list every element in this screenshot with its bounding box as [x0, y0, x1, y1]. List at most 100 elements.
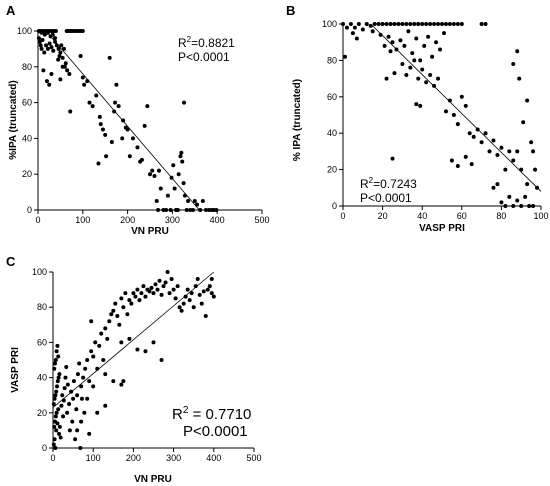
panel-a-data-point: [36, 36, 41, 41]
panel-a-data-point: [145, 104, 150, 109]
panel-c-data-point: [81, 375, 86, 380]
panel-c-data-point: [115, 314, 120, 318]
panel-a-y-tick-label: 40: [22, 133, 32, 143]
panel-b-data-point: [519, 204, 524, 208]
panel-b-data-point: [523, 194, 528, 199]
panel-c-data-point: [159, 292, 164, 297]
panel-b-data-point: [447, 98, 452, 103]
panel-b-data-point: [525, 98, 530, 103]
panel-a-data-point: [65, 68, 70, 73]
panel-c-data-point: [56, 407, 61, 412]
panel-b-data-point: [354, 36, 359, 41]
panel-c-data-point: [57, 424, 62, 429]
panel-c-data-point: [185, 287, 190, 292]
panel-a-data-point: [165, 193, 170, 198]
panel-a-x-tick-label: 500: [254, 215, 269, 225]
panel-a-data-point: [135, 145, 140, 150]
panel-a-data-point: [156, 168, 161, 173]
panel-c-data-point: [70, 419, 75, 424]
panel-c-data-point: [74, 407, 79, 412]
panel-c-data-point: [51, 442, 56, 447]
panel-a-data-point: [142, 123, 147, 128]
panel-b-data-point: [424, 80, 429, 85]
panel-a-data-point: [103, 132, 108, 137]
panel-c-x-tick-label: 300: [166, 453, 181, 463]
panel-a-y-tick-label: 20: [22, 169, 32, 179]
panel-c-r2-annotation: R2 = 0.7710: [172, 405, 251, 423]
panel-a-x-axis-label: VN PRU: [131, 226, 169, 237]
panel-b-data-point: [503, 204, 508, 208]
panel-b-data-point: [418, 58, 423, 63]
panel-a-data-point: [182, 100, 187, 105]
panel-c-data-point: [119, 296, 124, 301]
panel-b-data-point: [515, 49, 520, 54]
panel-a-data-point: [41, 68, 46, 73]
panel-b-data-point: [384, 76, 389, 81]
panel-c-data-point: [87, 431, 92, 436]
panel-b: B % IPA (truncated) VASP PRI R2=0.7243 P…: [286, 3, 549, 234]
panel-c-data-point: [53, 446, 58, 450]
panel-a-data-point: [49, 45, 54, 50]
panel-b-data-point: [479, 140, 484, 145]
panel-a-data-point: [171, 163, 176, 168]
panel-b-data-point: [449, 158, 454, 163]
panel-c-data-point: [197, 292, 202, 297]
panel-a-data-point: [192, 199, 197, 204]
panel-c-data-point: [101, 358, 106, 362]
panel-a-data-point: [200, 199, 205, 204]
panel-c-x-tick-label: 0: [50, 453, 55, 463]
panel-a-x-tick-label: 200: [120, 215, 135, 225]
panel-b-data-point: [443, 22, 448, 26]
panel-a-data-point: [112, 109, 117, 114]
panel-a-data-point: [139, 157, 144, 162]
panel-c-data-point: [56, 354, 61, 359]
panel-b-data-point: [392, 22, 397, 26]
panel-c-data-point: [52, 437, 57, 442]
panel-b-data-point: [360, 27, 365, 32]
panel-c-data-point: [121, 305, 126, 310]
panel-b-data-point: [451, 22, 456, 26]
panel-c-data-point: [103, 326, 108, 331]
panel-b-y-tick-label: 100: [322, 19, 337, 29]
panel-a-x-tick-label: 0: [35, 215, 40, 225]
panel-c-data-point: [151, 291, 156, 296]
panel-c-data-point: [57, 372, 62, 377]
panel-b-data-point: [350, 31, 355, 36]
panel-c-data-point: [125, 312, 130, 317]
panel-a-data-point: [44, 43, 49, 48]
panel-b-data-point: [356, 22, 361, 26]
panel-c-data-point: [123, 291, 128, 296]
panel-c-data-point: [55, 421, 60, 426]
panel-a-data-point: [80, 29, 85, 33]
panel-c-data-point: [195, 277, 200, 282]
panel-a-data-point: [97, 114, 102, 119]
panel-b-data-point: [368, 23, 373, 28]
panel-a-data-point: [195, 202, 200, 207]
panel-a-data-point: [179, 150, 184, 155]
panel-b-data-point: [483, 131, 488, 136]
panel-a-data-point: [51, 48, 56, 53]
panel-c-data-point: [67, 428, 72, 433]
panel-b-data-point: [491, 138, 496, 143]
panel-b-data-point: [408, 22, 413, 26]
panel-b-data-point: [455, 22, 460, 26]
panel-b-data-point: [408, 65, 413, 70]
panel-c-data-point: [52, 396, 57, 401]
panel-c-x-tick-label: 400: [206, 453, 221, 463]
panel-b-data-point: [390, 40, 395, 45]
panel-b-r2-annotation: R2=0.7243: [360, 176, 417, 191]
panel-a-data-point: [45, 46, 50, 51]
panel-b-data-point: [370, 29, 375, 34]
panel-a-data-point: [98, 122, 103, 127]
panel-c-data-point: [119, 382, 124, 387]
panel-b-data-point: [404, 22, 409, 26]
panel-c-data-point: [127, 298, 132, 303]
panel-c-data-point: [73, 437, 78, 442]
panel-b-data-point: [515, 149, 520, 154]
panel-c-data-point: [135, 287, 140, 292]
panel-b-data-point: [483, 22, 488, 26]
panel-c-data-point: [53, 393, 58, 398]
panel-c-data-point: [143, 349, 148, 354]
panel-c-data-point: [129, 301, 134, 306]
panel-c-data-point: [61, 398, 66, 403]
